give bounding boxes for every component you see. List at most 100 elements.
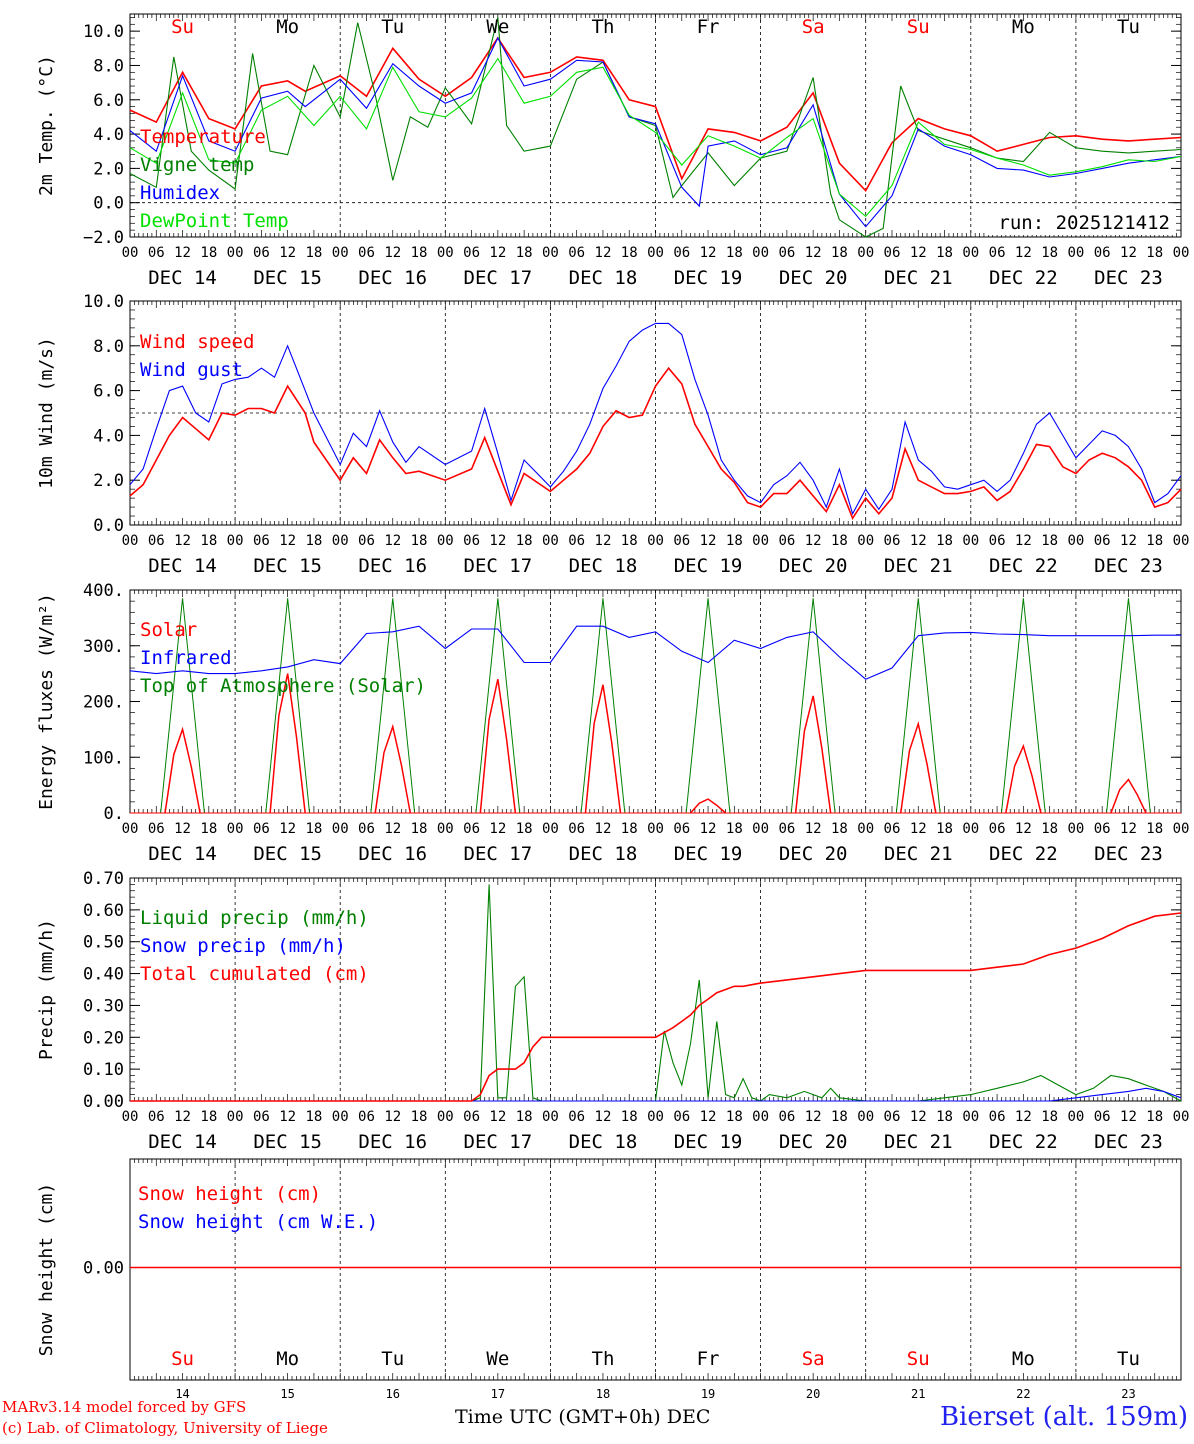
hour-tick-label: 00 — [227, 1109, 244, 1125]
hour-tick-label: 00 — [332, 533, 349, 549]
series-solar — [1005, 743, 1042, 814]
hour-tick-label: 00 — [542, 245, 559, 261]
hour-tick-label: 12 — [700, 1109, 717, 1125]
series-solar — [794, 695, 832, 814]
y-tick-label: 10.0 — [83, 292, 124, 312]
hour-tick-label: 18 — [1146, 1109, 1163, 1125]
hour-tick-label: 18 — [200, 1109, 217, 1125]
hour-tick-label: 18 — [936, 821, 953, 837]
y-tick-label: 0.00 — [83, 1092, 124, 1112]
hour-tick-label: 00 — [1067, 821, 1084, 837]
hour-tick-label: 06 — [358, 821, 375, 837]
hour-tick-label: 18 — [1146, 245, 1163, 261]
panel-temp: −2.0 0.0 2.0 4.0 6.0 8.0 10.0 2m Temp. (°C) Temp… — [36, 13, 1189, 289]
y-tick-label: 0.40 — [83, 965, 124, 985]
hour-tick-label: 00 — [647, 245, 664, 261]
y-tick-label: 2.0 — [93, 159, 124, 179]
hour-tick-label: 06 — [358, 533, 375, 549]
y-tick-label: 0.10 — [83, 1060, 124, 1080]
series-humidex — [129, 36, 1182, 228]
hour-tick-label: 06 — [884, 821, 901, 837]
series-solar — [689, 798, 727, 814]
series-solar — [164, 726, 201, 814]
series-wind-gust — [129, 322, 1182, 516]
hour-tick-label: 12 — [1015, 245, 1032, 261]
hour-tick-label: 12 — [700, 245, 717, 261]
hour-tick-label: 00 — [332, 821, 349, 837]
y-tick-label: 0.00 — [83, 1259, 124, 1279]
hour-tick-label: 00 — [857, 1109, 874, 1125]
series-toa-solar — [580, 598, 626, 814]
y-tick-label: 6.0 — [93, 91, 124, 111]
hour-tick-label: 18 — [621, 1109, 638, 1125]
legend-entry: Temperature — [140, 126, 266, 148]
legend-entry: Top of Atmosphere (Solar) — [140, 675, 426, 697]
hour-tick-label: 06 — [568, 1109, 585, 1125]
hour-tick-label: 18 — [516, 533, 533, 549]
hour-tick-label: 00 — [1173, 821, 1190, 837]
day-abbr: Sa — [802, 16, 825, 38]
hour-tick-label: 06 — [148, 821, 165, 837]
date-label: DEC 15 — [253, 1131, 322, 1153]
legend-entry: Wind gust — [140, 359, 243, 381]
hour-tick-label: 06 — [463, 1109, 480, 1125]
date-label: DEC 22 — [989, 555, 1058, 577]
date-label: DEC 23 — [1094, 555, 1163, 577]
panel-wind: 0.0 2.0 4.0 6.0 8.0 10.0 10m Wind (m/s) Wind sp… — [36, 292, 1189, 577]
hour-tick-label: 18 — [411, 821, 428, 837]
hour-tick-label: 18 — [621, 821, 638, 837]
date-label: DEC 17 — [464, 1131, 533, 1153]
hour-tick-label: 06 — [989, 821, 1006, 837]
series-toa-solar — [265, 598, 311, 814]
hour-tick-label: 12 — [1120, 821, 1137, 837]
y-tick-label: 0. — [104, 804, 124, 824]
hour-tick-label: 00 — [437, 1109, 454, 1125]
hour-tick-label: 00 — [962, 245, 979, 261]
hour-tick-label: 00 — [857, 821, 874, 837]
legend-entry: Snow height (cm) — [138, 1183, 321, 1205]
y-tick-label: 0.30 — [83, 996, 124, 1016]
hour-tick-label: 06 — [1094, 1109, 1111, 1125]
day-number: 14 — [175, 1387, 189, 1401]
legend-entry: Total cumulated (cm) — [140, 963, 369, 985]
date-label: DEC 19 — [674, 555, 743, 577]
day-abbr: Th — [592, 16, 615, 38]
day-number: 17 — [491, 1387, 505, 1401]
hour-tick-label: 06 — [253, 1109, 270, 1125]
hour-tick-label: 06 — [1094, 821, 1111, 837]
hour-tick-label: 00 — [437, 245, 454, 261]
hour-tick-label: 18 — [1041, 821, 1058, 837]
hour-tick-label: 06 — [673, 1109, 690, 1125]
hour-tick-label: 00 — [122, 533, 139, 549]
hour-tick-label: 12 — [489, 533, 506, 549]
y-tick-label: 4.0 — [93, 125, 124, 145]
hour-tick-label: 00 — [542, 1109, 559, 1125]
hour-tick-label: 06 — [358, 245, 375, 261]
hour-tick-label: 18 — [411, 533, 428, 549]
date-label: DEC 16 — [358, 843, 427, 865]
series-snow-precip-mm-h- — [130, 1087, 1182, 1102]
date-label: DEC 14 — [148, 555, 217, 577]
date-label: DEC 17 — [464, 267, 533, 289]
hour-tick-label: 12 — [805, 245, 822, 261]
date-label: DEC 15 — [253, 555, 322, 577]
date-label: DEC 19 — [674, 1131, 743, 1153]
hour-tick-label: 12 — [595, 1109, 612, 1125]
run-label-bg — [985, 209, 1175, 235]
time-axis-label: Time UTC (GMT+0h) DEC — [455, 1406, 710, 1428]
day-abbr: Fr — [697, 16, 720, 38]
hour-tick-label: 12 — [805, 533, 822, 549]
y-tick-label: 8.0 — [93, 337, 124, 357]
hour-tick-label: 12 — [805, 1109, 822, 1125]
day-abbr: Tu — [1117, 16, 1140, 38]
hour-tick-label: 06 — [778, 245, 795, 261]
hour-tick-label: 00 — [647, 533, 664, 549]
y-tick-label: 0.60 — [83, 901, 124, 921]
y-tick-label: 4.0 — [93, 426, 124, 446]
date-label: DEC 18 — [569, 1131, 638, 1153]
hour-tick-label: 12 — [910, 821, 927, 837]
panel-frame — [129, 589, 1182, 814]
y-tick-label: 0.0 — [93, 194, 124, 214]
hour-tick-label: 00 — [332, 245, 349, 261]
